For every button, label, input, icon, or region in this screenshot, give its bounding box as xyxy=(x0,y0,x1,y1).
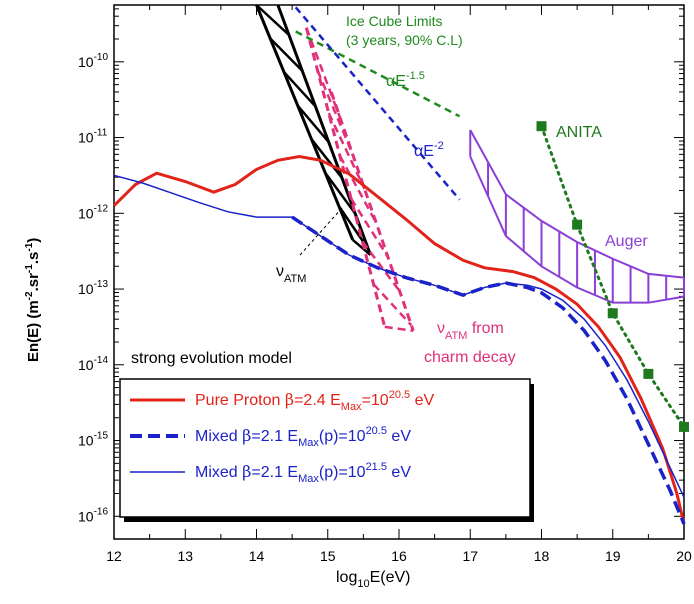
legend-label: Mixed β=2.1 EMax(p)=1020.5 eV xyxy=(195,425,411,449)
x-tick-label: 15 xyxy=(320,548,336,564)
x-tick-label: 19 xyxy=(605,548,621,564)
band-lower-line xyxy=(329,91,415,332)
anita-marker xyxy=(643,368,654,379)
band-hatch xyxy=(361,240,401,292)
nuatm-label: νATM xyxy=(276,263,306,285)
e15-label: αE-1.5 xyxy=(386,70,425,90)
charm-label-1: νATM from xyxy=(437,320,504,342)
x-tick-label: 16 xyxy=(391,548,407,564)
y-tick-label: 10-16 xyxy=(78,506,108,524)
legend-box xyxy=(119,378,531,518)
y-tick-label: 10-14 xyxy=(78,355,108,373)
band-hatch xyxy=(324,171,357,215)
band-hatch xyxy=(351,238,372,256)
band-upper-line xyxy=(255,4,355,241)
charm-label-2: charm decay xyxy=(424,349,516,366)
anita-marker xyxy=(536,121,547,132)
series-line xyxy=(295,30,461,118)
series-layer xyxy=(112,6,689,525)
icecube-label-2: (3 years, 90% C.L) xyxy=(346,32,463,48)
band-hatch xyxy=(296,104,330,143)
x-tick-label: 20 xyxy=(676,548,692,564)
band-hatch xyxy=(384,325,414,332)
bands-layer xyxy=(255,4,685,332)
y-tick-label: 10-11 xyxy=(78,128,108,146)
anita-marker xyxy=(607,308,618,319)
x-axis-label: log10E(eV) xyxy=(336,569,411,590)
series-line xyxy=(112,154,686,525)
model-label: strong evolution model xyxy=(131,350,292,367)
series-line xyxy=(294,6,461,201)
x-tick-label: 18 xyxy=(534,548,550,564)
series-line xyxy=(540,124,686,429)
x-tick-label: 12 xyxy=(106,548,122,564)
x-tick-label: 17 xyxy=(462,548,478,564)
icecube-label-1: Ice Cube Limits xyxy=(346,13,442,29)
band-hatch xyxy=(310,138,343,179)
y-tick-label: 10-12 xyxy=(78,203,108,221)
band-hatch xyxy=(350,198,390,258)
series-line xyxy=(113,174,685,498)
band-hatch xyxy=(255,4,290,36)
axis-ticks: 12 13 14 15 16 17 18 19 20 10-16 10-15 10-14 10-13 10… xyxy=(78,5,692,564)
band-hatch xyxy=(372,283,413,327)
x-tick-label: 13 xyxy=(177,548,193,564)
legend-label: Pure Proton β=2.4 EMax=1020.5 eV xyxy=(195,389,434,413)
y-axis-label: En(E) (m-2.sr-1.s-1) xyxy=(24,238,42,362)
anita-label: ANITA xyxy=(556,124,602,141)
band-hatch xyxy=(269,37,304,72)
x-tick-label: 14 xyxy=(249,548,265,564)
y-tick-label: 10-15 xyxy=(78,431,108,449)
anita-marker xyxy=(572,219,583,230)
legend: Pure Proton β=2.4 EMax=1020.5 eV Mixed β=… xyxy=(119,378,534,522)
legend-items: Pure Proton β=2.4 EMax=1020.5 eV Mixed β=… xyxy=(130,389,434,485)
auger-label: Auger xyxy=(605,233,648,250)
legend-label: Mixed β=2.1 EMax(p)=1021.5 eV xyxy=(195,461,411,485)
anita-marker xyxy=(679,421,689,432)
band-hatch xyxy=(327,112,366,190)
y-tick-label: 10-10 xyxy=(78,52,108,70)
band-hatch xyxy=(305,27,343,122)
band-hatch xyxy=(316,69,355,156)
nuatm-pointer xyxy=(299,207,343,256)
band-hatch xyxy=(283,71,317,108)
y-tick-label: 10-13 xyxy=(78,279,108,297)
e2-label: αE-2 xyxy=(414,140,444,160)
